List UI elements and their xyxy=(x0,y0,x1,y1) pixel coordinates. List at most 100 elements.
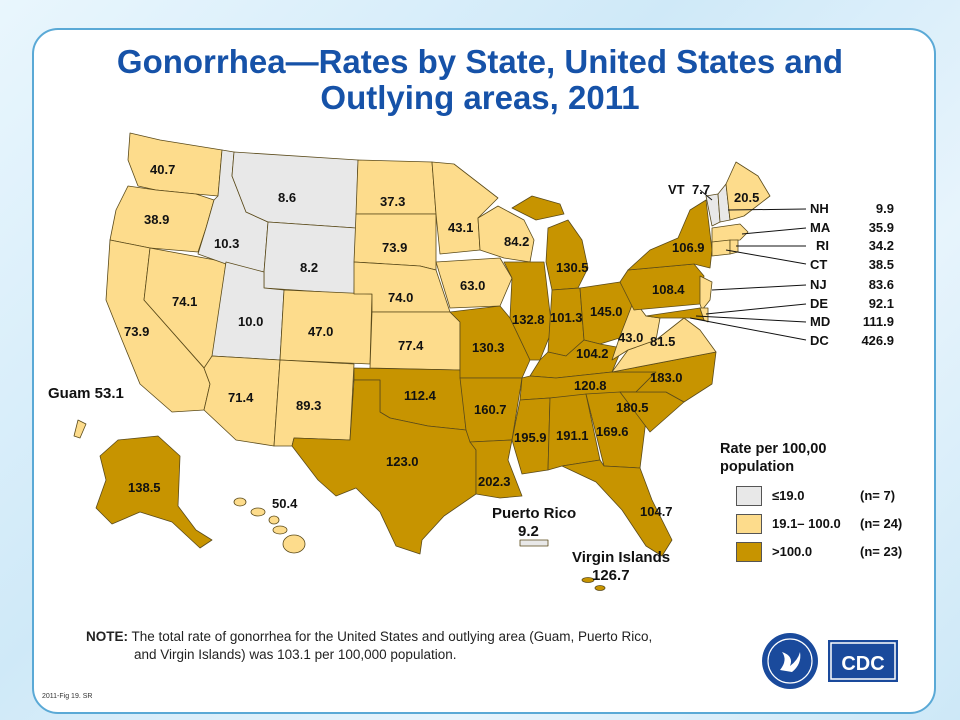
state-ct xyxy=(711,239,731,257)
ne-row-ct: CT 38.5 xyxy=(810,257,910,276)
label-sc: 180.5 xyxy=(616,400,649,415)
label-ar: 160.7 xyxy=(474,402,507,417)
state-nj xyxy=(699,275,713,311)
legend-swatch-low xyxy=(736,486,762,506)
figure-id: 2011-Fig 19. SR xyxy=(42,693,93,700)
state-mi-up xyxy=(511,195,565,221)
legend-item-low: ≤19.0 (n= 7) xyxy=(736,486,936,508)
label-me: 20.5 xyxy=(734,190,759,205)
guam-label: Guam 53.1 xyxy=(48,385,124,402)
label-pa: 108.4 xyxy=(652,282,685,297)
legend-swatch-high xyxy=(736,542,762,562)
territory-labels: Guam 53.1 Puerto Rico 9.2 Virgin Islands… xyxy=(48,385,670,584)
legend-range-low: ≤19.0 xyxy=(772,488,805,503)
label-az: 71.4 xyxy=(228,390,254,405)
label-or: 38.9 xyxy=(144,212,169,227)
label-ga: 169.6 xyxy=(596,424,629,439)
label-wa: 40.7 xyxy=(150,162,175,177)
label-oh: 145.0 xyxy=(590,304,623,319)
ne-row-de: DE 92.1 xyxy=(810,296,910,315)
label-ok: 112.4 xyxy=(404,388,437,403)
state-hi xyxy=(233,497,306,554)
label-mi: 130.5 xyxy=(556,260,589,275)
cdc-badge-icon xyxy=(828,640,898,682)
legend-title-line-1: Rate per 100,00 xyxy=(720,441,827,457)
state-ga xyxy=(585,391,647,469)
state-mo xyxy=(449,305,531,379)
state-il xyxy=(503,261,553,361)
footnote-label: NOTE: xyxy=(86,629,128,644)
ne-value-dc: 426.9 xyxy=(861,333,894,348)
label-ca: 73.9 xyxy=(124,324,149,339)
state-mi xyxy=(545,219,589,291)
legend-count-mid: (n= 24) xyxy=(860,516,903,531)
label-wi: 84.2 xyxy=(504,234,529,249)
state-value-labels: 40.7 38.9 73.9 74.1 10.3 8.6 8.2 10.0 71… xyxy=(124,162,759,519)
ne-value-ma: 35.9 xyxy=(868,220,894,235)
northeast-leader-lines xyxy=(689,189,807,341)
label-ks: 77.4 xyxy=(398,338,424,353)
label-wv: 43.0 xyxy=(618,330,643,345)
label-al: 191.1 xyxy=(556,428,589,443)
label-tx: 123.0 xyxy=(386,454,419,469)
ne-value-de: 92.1 xyxy=(868,296,894,311)
ne-row-nh: NH 9.9 xyxy=(810,201,910,220)
legend-count-high: (n= 23) xyxy=(860,544,903,559)
label-wy: 8.2 xyxy=(300,260,318,275)
state-tx xyxy=(291,379,477,555)
cdc-logo: CDC xyxy=(762,633,898,689)
label-nv: 74.1 xyxy=(172,294,197,309)
footnote-line-1: The total rate of gonorrhea for the Unit… xyxy=(131,629,653,644)
state-wi xyxy=(477,205,535,263)
label-fl: 104.7 xyxy=(640,504,673,519)
virgin-islands-value: 126.7 xyxy=(592,567,630,584)
label-ms: 195.9 xyxy=(514,430,547,445)
ne-state-md: MD xyxy=(810,314,831,329)
territory-guam-shape xyxy=(73,419,87,439)
label-ia: 63.0 xyxy=(460,278,485,293)
ne-state-nh: NH xyxy=(810,201,829,216)
label-co: 47.0 xyxy=(308,324,333,339)
label-mt: 8.6 xyxy=(278,190,296,205)
label-ak: 138.5 xyxy=(128,480,161,495)
label-nc: 183.0 xyxy=(650,370,683,385)
label-nd: 37.3 xyxy=(380,194,405,209)
ne-value-md: 111.9 xyxy=(862,314,894,329)
state-me xyxy=(725,161,771,221)
label-hi: 50.4 xyxy=(272,496,298,511)
label-va: 81.5 xyxy=(650,334,675,349)
ne-value-nj: 83.6 xyxy=(868,277,894,292)
legend-count-low: (n= 7) xyxy=(860,488,896,503)
state-ky xyxy=(529,339,623,379)
legend-title: Rate per 100,00 population xyxy=(720,440,880,476)
label-ky: 104.2 xyxy=(576,346,609,361)
ne-row-ma: MA 35.9 xyxy=(810,220,910,239)
legend-range-mid: 19.1– 100.0 xyxy=(772,516,841,531)
cdc-logo-text: CDC xyxy=(841,653,884,675)
label-mn: 43.1 xyxy=(448,220,473,235)
puerto-rico-value: 9.2 xyxy=(518,523,539,540)
label-ne: 74.0 xyxy=(388,290,413,305)
state-la xyxy=(469,439,523,499)
puerto-rico-name: Puerto Rico xyxy=(492,505,576,522)
label-sd: 73.9 xyxy=(382,240,407,255)
legend-title-line-2: population xyxy=(720,459,795,475)
footnote: NOTE: The total rate of gonorrhea for th… xyxy=(86,628,726,664)
territory-puerto-rico-shape xyxy=(519,539,549,547)
label-vt-name: VT xyxy=(668,182,685,197)
label-ny: 106.9 xyxy=(672,240,705,255)
ne-state-ct: CT xyxy=(810,257,828,272)
label-ut: 10.0 xyxy=(238,314,263,329)
legend-range-high: >100.0 xyxy=(772,544,813,559)
ne-value-ct: 38.5 xyxy=(868,257,894,272)
label-in: 101.3 xyxy=(550,310,583,325)
label-vt-value: 7.7 xyxy=(692,182,710,197)
territory-virgin-islands-shape xyxy=(581,577,606,591)
state-ia xyxy=(435,257,513,309)
legend-swatch-mid xyxy=(736,514,762,534)
ne-state-dc: DC xyxy=(810,333,829,348)
ne-value-ri: 34.2 xyxy=(868,238,894,253)
ne-state-de: DE xyxy=(810,296,829,311)
state-nc xyxy=(611,351,717,403)
